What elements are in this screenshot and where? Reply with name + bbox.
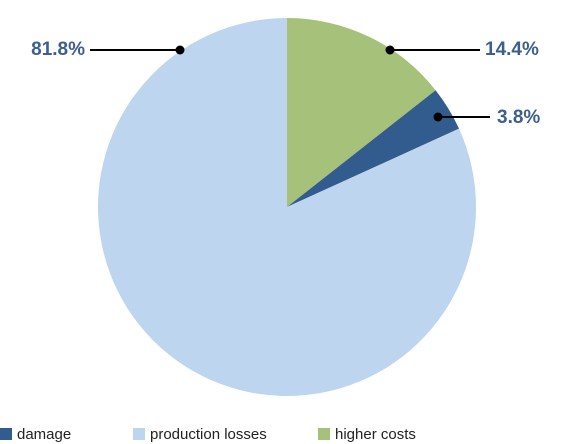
legend-label: production losses bbox=[150, 426, 267, 443]
leader-dot bbox=[433, 112, 443, 122]
leader-dot bbox=[175, 45, 185, 55]
leader-dot bbox=[385, 45, 395, 55]
legend-swatch bbox=[318, 428, 330, 440]
legend-label: damage bbox=[17, 426, 71, 443]
pie-slice bbox=[287, 90, 460, 207]
legend-swatch bbox=[133, 428, 145, 440]
legend-swatch bbox=[0, 428, 12, 440]
data-label: 3.8% bbox=[497, 107, 540, 128]
data-label: 81.8% bbox=[31, 39, 85, 60]
pie-slice bbox=[287, 18, 436, 207]
legend-label: higher costs bbox=[335, 426, 416, 443]
data-label: 14.4% bbox=[485, 39, 539, 60]
pie-slice bbox=[97, 18, 477, 397]
